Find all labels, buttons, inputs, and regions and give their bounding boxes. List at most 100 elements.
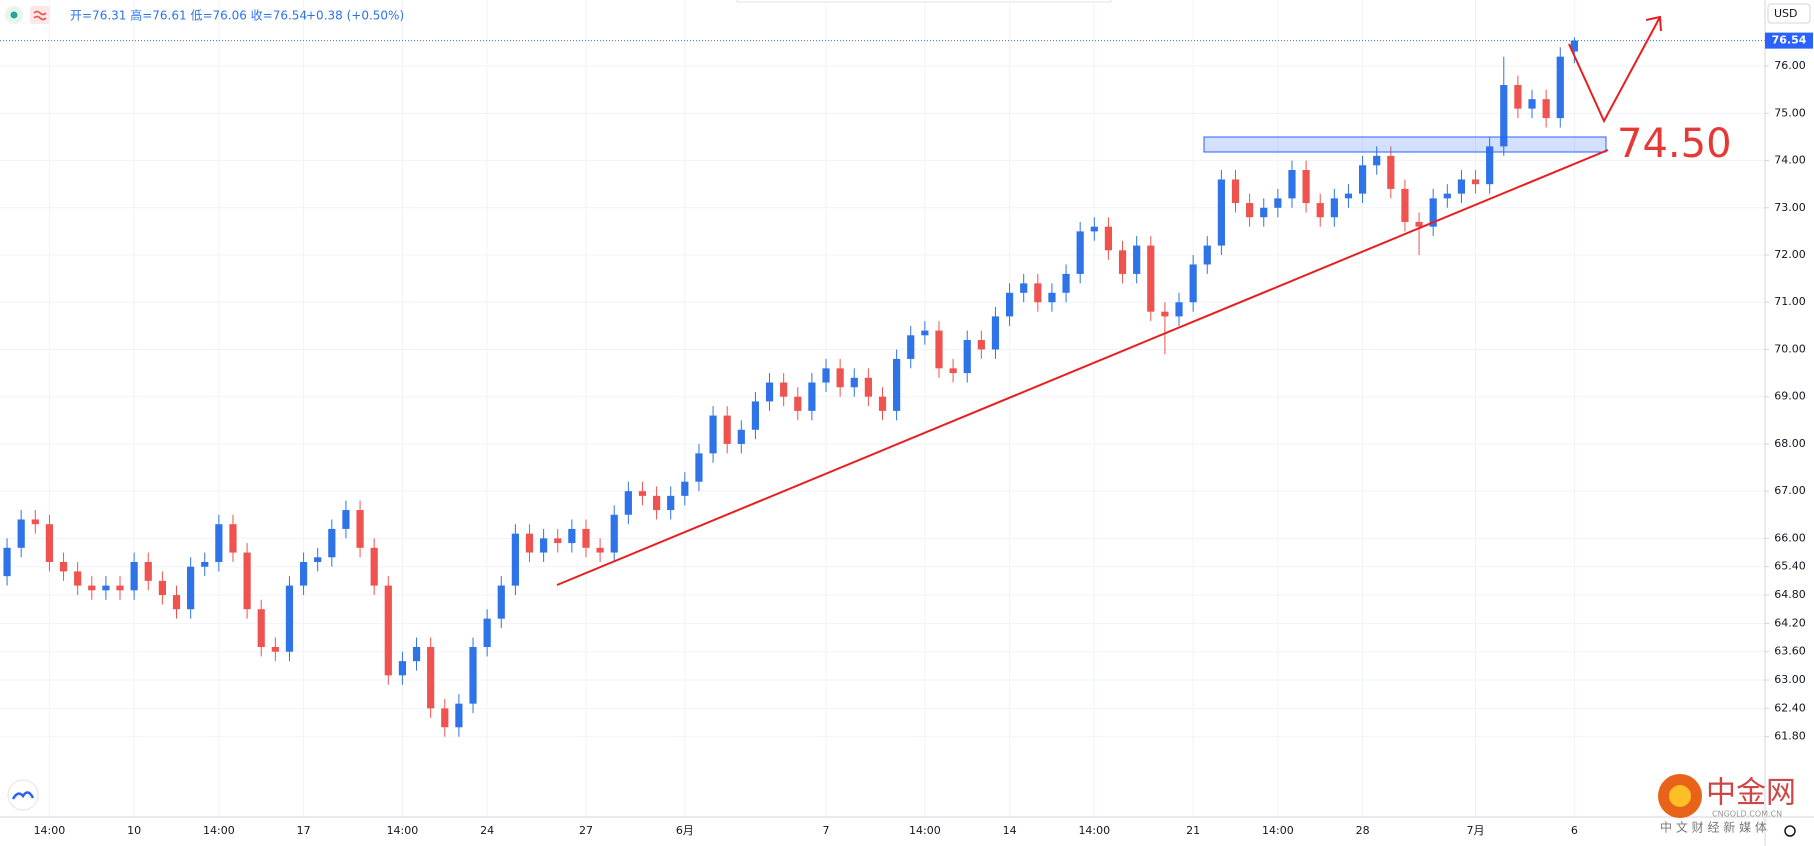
candle-body [1274,198,1282,208]
candle-body [1118,250,1127,274]
x-tick-label: 14:00 [909,824,941,837]
candle-body [737,429,745,444]
candle-body [1217,179,1225,246]
candle-body [1528,99,1536,109]
x-tick-label: 14:00 [34,824,66,837]
y-tick-label: 75.00 [1774,106,1806,119]
settings-icon[interactable] [1784,825,1796,837]
candle-body [1288,170,1296,199]
candle-body [1415,221,1423,227]
candle-body [568,528,576,544]
arrow-head [1645,15,1662,32]
last-price-tag [1765,32,1813,49]
candle-body [398,661,407,676]
candle-body [1246,203,1254,218]
x-tick-label: 24 [480,824,494,837]
watermark-site: CNGOLD.COM.CN [1712,810,1782,819]
candle-body [667,495,675,511]
candle-body [822,368,830,383]
candle-body [638,491,647,496]
y-tick-label: 64.80 [1774,588,1806,601]
indicator-icon [33,10,47,21]
candle-body [74,571,82,586]
candle-body [144,561,152,581]
candle-body [864,377,872,397]
candle-body [88,585,96,591]
axes: 61.80 62.40 63.00 63.60 64.20 64.80 65.40 66.00… [34,32,1813,837]
y-tick-label: 73.00 [1774,201,1806,214]
candle-body [497,585,505,619]
y-tick-label: 62.40 [1774,701,1806,714]
logo-icon [11,791,35,800]
candle-body [1556,56,1564,119]
candle-body [1260,207,1268,218]
candle-body [370,547,378,586]
x-tick-label: 28 [1356,824,1370,837]
ohlc-legend: 开=76.31 高=76.61 低=76.06 收=76.54 [70,8,307,23]
candle-body [427,646,435,709]
candle-body [1302,170,1310,204]
candle-body [1062,273,1070,293]
candle-body [455,703,463,728]
trend-line [556,149,1609,586]
last-price-label: 76.54 [1772,34,1807,47]
candle-body [1344,193,1353,199]
candle-body [921,330,929,336]
candle-body [1443,193,1451,199]
y-tick-label: 70.00 [1774,342,1806,355]
candle-body [1316,203,1324,218]
y-tick-label: 76.00 [1774,59,1806,72]
candle-body [271,646,279,652]
candle-body [878,396,887,411]
candle-body [102,585,110,591]
candle-body [780,382,788,397]
candle-body [1542,99,1550,119]
candle-body [794,396,802,411]
y-tick-label: 63.60 [1774,645,1806,658]
candle-body [1373,155,1381,166]
candle-body [1231,179,1240,204]
candle-body [1189,264,1197,303]
x-tick-label: 14 [1003,824,1017,837]
candle-body [45,524,54,562]
y-tick-label: 66.00 [1774,531,1806,544]
candle-body [1161,311,1169,317]
candle-body [328,528,336,558]
candle-body [1330,198,1338,218]
x-tick-label: 7月 [1467,824,1485,837]
candle-body [299,561,308,586]
y-tick-label: 64.20 [1774,616,1806,629]
candle-body [554,538,562,544]
candle-body [441,708,449,728]
candle-body [1486,146,1494,185]
candle-body [1104,226,1113,251]
y-tick-label: 68.00 [1774,437,1806,450]
currency-button[interactable] [1767,3,1811,24]
candle-body [991,316,1000,350]
candle-body [1076,231,1084,274]
candle-body [1005,292,1014,317]
currency-label: USD [1774,7,1798,20]
x-tick-label: 6月 [676,824,694,837]
candle-body [3,547,11,577]
toolbar-edge [735,0,1113,3]
y-tick-label: 67.00 [1774,484,1806,497]
watermark-brand: 中金网 [1706,776,1796,811]
y-tick-label: 71.00 [1774,295,1806,308]
candle-body [836,368,844,388]
candle-body [681,481,689,496]
candle-body [130,561,138,591]
candle-body [511,533,519,586]
candle-body [31,519,39,525]
status-dot [10,11,18,19]
candle-body [1133,245,1141,274]
candle-body [412,646,421,662]
candle-body [652,495,661,511]
y-tick-label: 63.00 [1774,673,1806,686]
candle-body [257,609,265,647]
candle-body [1471,179,1480,185]
change-legend: +0.38 (+0.50%) [306,9,404,23]
candle-body [963,340,971,374]
y-tick-label: 72.00 [1774,248,1806,261]
